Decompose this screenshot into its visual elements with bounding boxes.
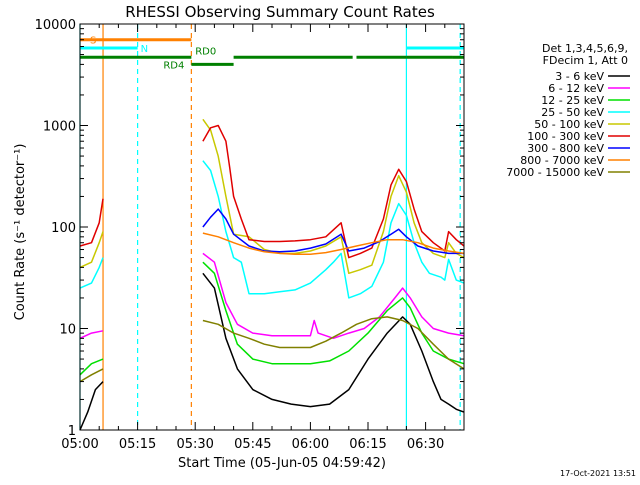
series-line xyxy=(202,118,465,275)
annotation-label: RD4 xyxy=(163,60,184,71)
x-axis: 05:00 05:15 05:30 05:45 06:00 06:15 06:30 xyxy=(61,24,465,452)
series-line xyxy=(202,316,465,370)
y-tick-label: 1000 xyxy=(43,120,76,135)
x-tick-label: 06:15 xyxy=(349,437,386,452)
legend-label: 50 - 100 keV xyxy=(534,118,604,131)
legend-header: Det 1,3,4,5,6,9, xyxy=(542,42,628,55)
annotation-label: RD0 xyxy=(195,46,216,57)
series-line xyxy=(79,368,104,383)
x-tick-label: 05:00 xyxy=(61,437,98,452)
series-lines xyxy=(79,118,465,431)
x-tick-label: 06:00 xyxy=(292,437,329,452)
series-line xyxy=(202,160,465,299)
series-line xyxy=(202,232,465,255)
annotation-bars: S N RD0 RD4 xyxy=(80,36,464,71)
y-tick-label: 1 xyxy=(68,424,76,439)
series-line xyxy=(202,124,465,259)
chart-title: RHESSI Observing Summary Count Rates xyxy=(125,3,435,21)
legend-label: 7000 - 15000 keV xyxy=(506,166,604,179)
series-line xyxy=(79,198,104,247)
x-tick-label: 05:15 xyxy=(119,437,156,452)
annotation-label: S xyxy=(90,36,96,47)
y-tick-label: 100 xyxy=(51,221,76,236)
legend: Det 1,3,4,5,6,9,FDecim 1, Att 0 3 - 6 keV… xyxy=(506,42,630,179)
series-line xyxy=(79,358,104,376)
y-axis-label: Count Rate (s⁻¹ detector⁻¹) xyxy=(13,144,28,321)
x-tick-label: 05:30 xyxy=(176,437,213,452)
series-line xyxy=(79,330,104,339)
series-line xyxy=(79,381,104,431)
x-tick-label: 06:30 xyxy=(407,437,444,452)
annotation-label: N xyxy=(141,44,148,55)
legend-label: 12 - 25 keV xyxy=(541,94,604,107)
x-tick-label: 05:45 xyxy=(234,437,271,452)
series-line xyxy=(202,272,465,413)
series-line xyxy=(202,261,465,365)
series-line xyxy=(79,257,104,289)
legend-label: 6 - 12 keV xyxy=(548,82,604,95)
y-axis: 1 10 100 1000 10000 xyxy=(35,18,464,439)
legend-label: 25 - 50 keV xyxy=(541,106,604,119)
legend-label: 3 - 6 keV xyxy=(555,70,604,83)
legend-label: 100 - 300 keV xyxy=(527,130,604,143)
series-line xyxy=(79,231,104,269)
legend-label: 300 - 800 keV xyxy=(527,142,604,155)
series-line xyxy=(202,252,465,340)
y-tick-label: 10000 xyxy=(35,18,76,33)
legend-label: 800 - 7000 keV xyxy=(520,154,604,167)
x-axis-label: Start Time (05-Jun-05 04:59:42) xyxy=(178,456,386,471)
legend-header: FDecim 1, Att 0 xyxy=(543,54,628,67)
footer-date: 17-Oct-2021 13:51 xyxy=(560,469,636,478)
y-tick-label: 10 xyxy=(59,323,76,338)
